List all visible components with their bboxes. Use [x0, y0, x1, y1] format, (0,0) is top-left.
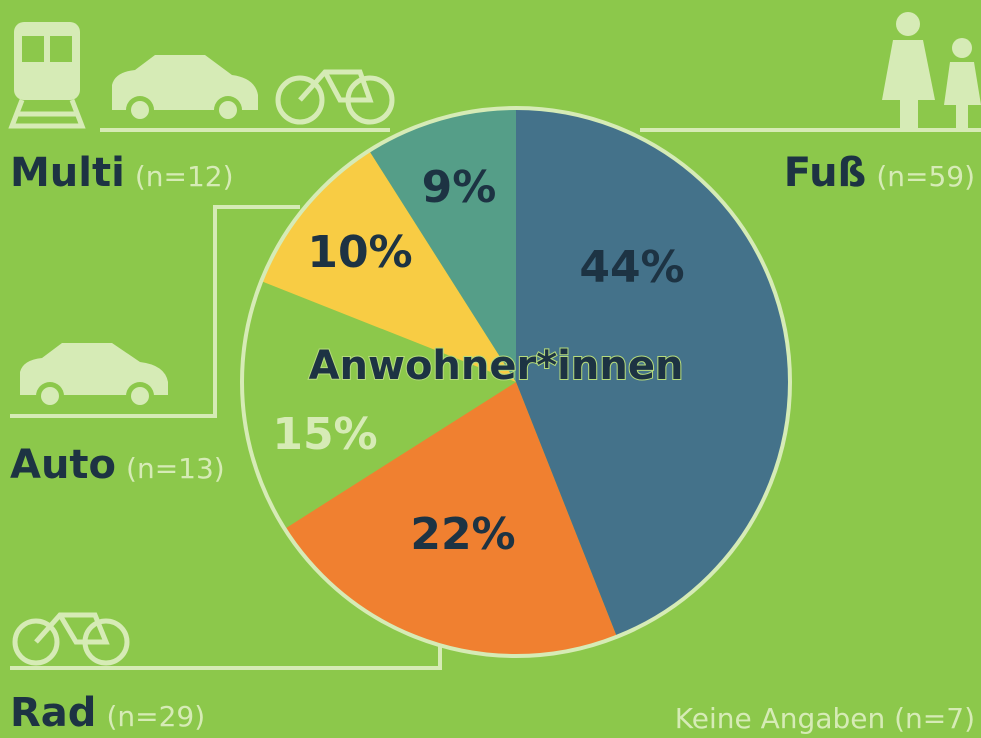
pie-border	[240, 106, 792, 658]
group-label: Rad (n=29)	[10, 690, 205, 736]
group-n: (n=29)	[106, 700, 205, 733]
group-n: (n=13)	[126, 452, 225, 485]
group-name: Fuß	[784, 150, 867, 196]
connector-lines	[10, 128, 981, 670]
group-label: Fuß (n=59)	[784, 150, 975, 196]
pie-slice	[369, 108, 516, 382]
group-n: (n=12)	[135, 160, 234, 193]
value-label: 44%	[579, 242, 684, 293]
note: Keine Angaben (n=7)	[675, 702, 975, 735]
value-label: 10%	[307, 227, 412, 278]
pie-slice	[284, 382, 617, 656]
group-name: Auto	[10, 442, 116, 488]
group-label: Multi (n=12)	[10, 150, 234, 196]
value-label: 9%	[422, 162, 497, 213]
value-label: 15%	[272, 409, 377, 460]
group-name: Rad	[10, 690, 96, 736]
group-label: Auto (n=13)	[10, 442, 225, 488]
pie-slice	[241, 281, 516, 529]
pie-slice	[261, 150, 516, 382]
pie-slice	[516, 108, 790, 637]
pie	[241, 108, 790, 656]
center-title: Anwohner*innen	[309, 343, 684, 389]
value-labels: 44% 22% 15% 10%9%	[272, 162, 684, 560]
value-label: 22%	[410, 509, 515, 560]
icons	[8, 12, 981, 666]
group-name: Multi	[10, 150, 125, 196]
group-n: (n=59)	[876, 160, 975, 193]
